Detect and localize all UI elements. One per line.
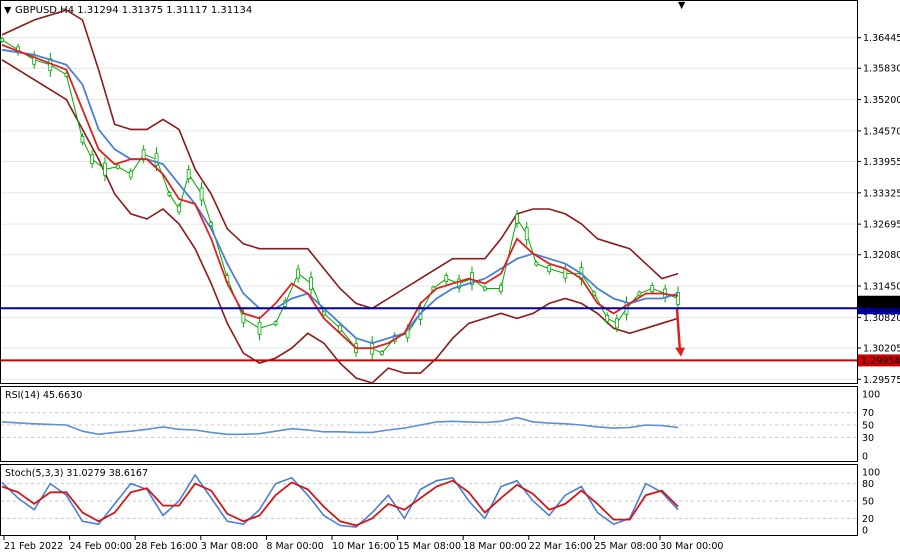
candle-body [103, 162, 107, 176]
candle-body [141, 149, 146, 160]
candle-body [154, 152, 159, 166]
candle-body [515, 214, 519, 224]
candle-body [241, 313, 246, 324]
current-price-tag [858, 295, 900, 308]
candle-body [482, 286, 487, 291]
price-tick-label: 1.32695 [863, 220, 900, 231]
price-tick-label: 1.29575 [863, 375, 900, 386]
rsi-tick-label: 0 [862, 452, 868, 463]
time-tick-label: 21 Feb 2022 [4, 541, 63, 552]
candle-body [309, 277, 313, 290]
candle-body [167, 192, 172, 196]
bollinger-lower-line [1, 59, 679, 384]
candle-body [547, 265, 552, 273]
candle-body [115, 164, 120, 169]
price-tick-label: 1.35200 [863, 95, 900, 106]
candle-body [563, 268, 568, 279]
main-grid [1, 37, 857, 380]
down-arrow-head-icon [675, 347, 685, 357]
time-tick-label: 25 Mar 08:00 [594, 541, 657, 552]
price-axis: 1.36445 1.35830 1.35200 1.34570 1.33955 1.333… [857, 33, 900, 386]
scroll-marker-icon[interactable]: ▼ [678, 0, 686, 11]
header-collapse-icon[interactable]: ▼ [4, 5, 12, 16]
time-tick-label: 15 Mar 08:00 [398, 541, 461, 552]
price-tick-label: 1.36445 [863, 33, 900, 44]
candle-body [0, 37, 4, 42]
candle-body [676, 292, 680, 305]
price-tick-label: 1.33325 [863, 188, 900, 199]
stoch-tick-label: 50 [862, 497, 874, 508]
candle-body [273, 321, 278, 326]
main-series [0, 9, 685, 384]
time-tick-label: 8 Mar 00:00 [266, 541, 323, 552]
price-tick-label: 1.30205 [863, 343, 900, 354]
candle-body [90, 154, 95, 165]
horizontal-lines[interactable]: 1.31003 1.29954 1.31134 [1, 295, 900, 367]
down-arrow-shaft [675, 308, 682, 352]
time-tick-label: 3 Mar 08:00 [201, 541, 258, 552]
time-tick-label: 30 Mar 00:00 [660, 541, 723, 552]
rsi-label: RSI(14) 45.6630 [5, 390, 82, 401]
candle-body [296, 268, 301, 279]
stoch-signal-line [1, 479, 679, 527]
stoch-label: Stoch(5,3,3) 31.0279 38.6167 [5, 468, 148, 479]
moving-average-fast-line [1, 44, 679, 350]
candle-body [444, 275, 449, 282]
candle-body [534, 261, 539, 266]
candle-body [80, 135, 85, 143]
candle-body [257, 321, 262, 335]
stoch-tick-label: 0 [862, 526, 868, 537]
price-tick-label: 1.30820 [863, 313, 900, 324]
candle-body [650, 285, 655, 292]
horizontal-level-label: 1.31003 [861, 304, 900, 315]
candle-body [592, 291, 597, 296]
stoch-tick-label: 80 [862, 479, 874, 490]
candle-body [128, 170, 133, 178]
stoch-tick-label: 20 [862, 514, 874, 525]
candle-body [499, 285, 503, 292]
rsi-tick-label: 70 [862, 408, 874, 419]
price-tick-label: 1.35830 [863, 64, 900, 75]
horizontal-level-label: 1.29954 [861, 356, 900, 367]
candle-body [379, 351, 384, 356]
time-tick-label: 24 Feb 00:00 [70, 541, 132, 552]
candle-body [338, 324, 342, 332]
candle-body [209, 221, 214, 226]
candle-body [614, 318, 619, 329]
candle-body [177, 205, 181, 213]
candle-body [605, 314, 610, 322]
time-tick-label: 22 Mar 16:00 [529, 541, 592, 552]
chart-header: GBPUSD,H4 1.31294 1.31375 1.31117 1.3113… [15, 5, 252, 16]
time-tick-label: 28 Feb 16:00 [135, 541, 197, 552]
current-price-label: 1.31134 [861, 297, 900, 308]
stoch-panel [0, 464, 858, 536]
price-tick-label: 1.31450 [863, 282, 900, 293]
candle-body [457, 278, 462, 289]
candle-body [186, 169, 191, 180]
rsi-tick-label: 100 [862, 390, 880, 401]
candle-body [637, 291, 642, 296]
time-axis: 21 Feb 2022 24 Feb 00:00 28 Feb 16:00 3 Mar… [3, 536, 723, 552]
time-tick-label: 18 Mar 00:00 [463, 541, 526, 552]
price-tick-label: 1.33955 [863, 157, 900, 168]
rsi-tick-label: 30 [862, 433, 874, 444]
bollinger-upper-line [1, 9, 679, 310]
rsi-line [1, 416, 679, 436]
candle-body [322, 311, 326, 316]
rsi-tick-label: 50 [862, 421, 874, 432]
time-tick-label: 10 Mar 16:00 [332, 541, 395, 552]
main-panel [0, 0, 858, 384]
stoch-main-line [1, 473, 679, 528]
candle-body [199, 187, 204, 201]
horizontal-level-tag [858, 354, 900, 367]
price-tick-label: 1.32080 [863, 250, 900, 261]
candle-body [524, 227, 529, 241]
candle-body [431, 286, 436, 291]
price-tick-label: 1.34570 [863, 126, 900, 137]
stoch-tick-label: 100 [862, 468, 880, 479]
